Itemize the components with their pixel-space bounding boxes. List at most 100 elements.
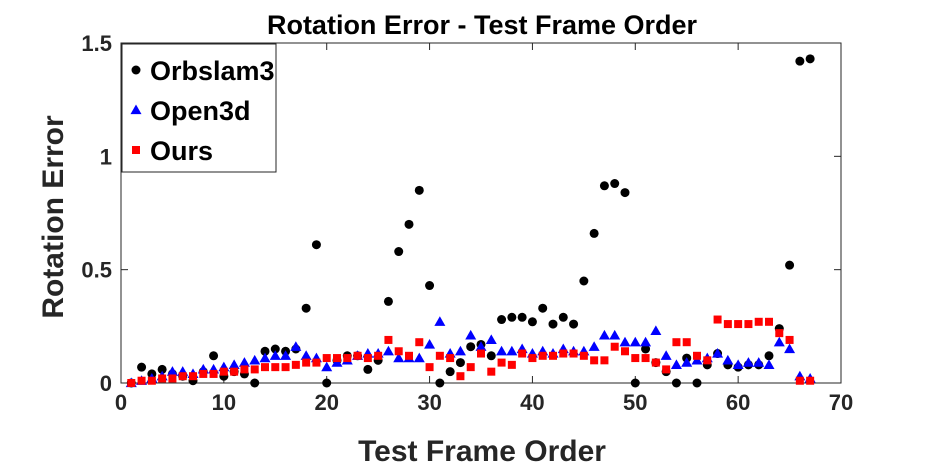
- ours-point: [374, 351, 383, 360]
- axis-ticks: 0 10 20 30 40 50 60 70 0 0.5 1 1.5: [81, 31, 853, 415]
- orbslam3-point: [404, 219, 414, 229]
- orbslam3-point: [270, 344, 280, 354]
- orbslam3-point: [589, 228, 599, 238]
- ours-point: [147, 376, 156, 385]
- ours-point: [363, 354, 372, 363]
- open3d-point: [763, 359, 775, 369]
- x-tick-label: 0: [115, 390, 127, 415]
- orbslam3-point: [455, 358, 465, 368]
- orbslam3-point: [445, 367, 455, 377]
- open3d-point: [475, 341, 487, 351]
- ours-point: [600, 356, 609, 365]
- open3d-point: [413, 352, 425, 363]
- ours-point: [384, 335, 393, 344]
- orbslam3-point: [671, 378, 681, 388]
- open3d-point: [732, 359, 744, 369]
- ours-point: [189, 372, 197, 381]
- ours-point: [579, 351, 588, 360]
- ours-point: [405, 351, 413, 360]
- legend-marker-ours: [132, 146, 140, 154]
- open3d-point: [424, 338, 436, 349]
- ours-point: [507, 360, 516, 369]
- ours-point: [693, 351, 701, 360]
- open3d-point: [321, 361, 333, 372]
- series-ours: [127, 315, 815, 387]
- chart-title: Rotation Error - Test Frame Order: [267, 10, 698, 40]
- open3d-point: [269, 350, 281, 360]
- orbslam3-point: [250, 378, 260, 388]
- orbslam3-point: [414, 185, 424, 195]
- ours-point: [631, 354, 640, 363]
- ours-point: [497, 358, 506, 367]
- ours-point: [651, 358, 660, 367]
- open3d-point: [609, 329, 621, 340]
- legend-label-open3d: Open3d: [150, 96, 251, 126]
- ours-point: [435, 351, 444, 360]
- orbslam3-point: [209, 351, 219, 361]
- open3d-point: [259, 352, 271, 363]
- orbslam3-point: [137, 362, 147, 372]
- orbslam3-point: [569, 319, 579, 329]
- orbslam3-point: [497, 315, 507, 325]
- open3d-point: [660, 350, 672, 360]
- x-tick-label: 70: [829, 390, 853, 415]
- legend-label-ours: Ours: [150, 136, 213, 166]
- orbslam3-point: [301, 303, 311, 313]
- orbslam3-point: [558, 312, 568, 322]
- ours-point: [734, 320, 743, 329]
- orbslam3-point: [157, 364, 167, 374]
- orbslam3-point: [764, 351, 774, 361]
- ours-point: [672, 338, 681, 347]
- orbslam3-point: [538, 303, 548, 313]
- open3d-point: [393, 352, 405, 363]
- ours-point: [240, 365, 249, 374]
- ours-point: [806, 376, 815, 385]
- legend-box: [121, 43, 277, 173]
- ours-point: [312, 358, 321, 367]
- ours-point: [158, 374, 167, 383]
- open3d-point: [465, 329, 477, 340]
- ours-point: [477, 349, 485, 358]
- orbslam3-point: [466, 342, 476, 352]
- orbslam3-point: [579, 276, 589, 286]
- open3d-point: [640, 336, 652, 347]
- orbslam3-point: [785, 260, 795, 270]
- open3d-point: [588, 341, 600, 351]
- open3d-point: [598, 329, 610, 340]
- ours-point: [590, 356, 599, 365]
- open3d-point: [650, 325, 662, 335]
- x-tick-label: 30: [417, 390, 441, 415]
- orbslam3-point: [394, 247, 404, 257]
- ours-point: [785, 335, 794, 344]
- series-orbslam3: [126, 54, 815, 388]
- ours-point: [528, 354, 537, 363]
- ours-point: [538, 351, 547, 360]
- open3d-point: [670, 359, 682, 369]
- ours-point: [281, 363, 290, 372]
- ours-point: [425, 363, 434, 372]
- ours-point: [394, 347, 403, 356]
- y-axis-label: Rotation Error: [37, 115, 70, 319]
- orbslam3-point: [805, 54, 815, 64]
- open3d-point: [629, 336, 641, 347]
- y-tick-label: 1.5: [81, 31, 112, 56]
- ours-point: [775, 329, 784, 338]
- orbslam3-point: [630, 378, 640, 388]
- ours-point: [219, 367, 228, 376]
- open3d-point: [681, 357, 693, 367]
- ours-point: [178, 372, 187, 381]
- ours-point: [209, 369, 218, 378]
- legend: Orbslam3 Open3d Ours: [121, 43, 277, 173]
- y-tick-label: 1: [100, 144, 112, 169]
- legend-marker-orbslam3: [131, 65, 141, 75]
- open3d-point: [382, 345, 394, 356]
- open3d-point: [434, 316, 446, 326]
- open3d-point: [249, 354, 261, 365]
- ours-point: [466, 363, 475, 372]
- ours-point: [271, 363, 280, 372]
- open3d-point: [454, 345, 466, 356]
- legend-label-orbslam3: Orbslam3: [150, 56, 275, 86]
- open3d-point: [166, 366, 178, 376]
- ours-point: [250, 365, 259, 374]
- y-tick-label: 0.5: [81, 258, 112, 283]
